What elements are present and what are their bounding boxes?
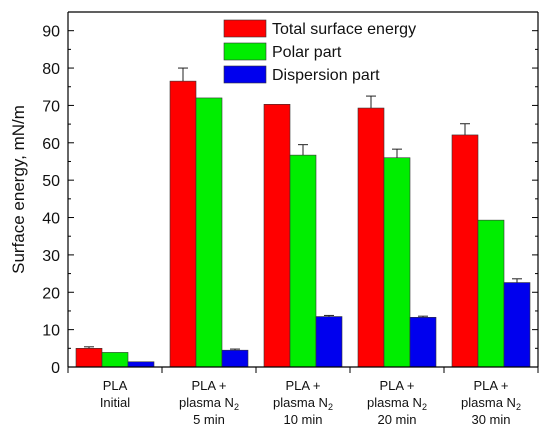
category-label: plasma N2	[179, 395, 239, 412]
bar	[289, 154, 317, 368]
bar	[315, 316, 343, 368]
legend: Total surface energy Polar part Dispersion…	[223, 19, 416, 84]
y-tick-label: 60	[42, 136, 60, 153]
category-label: PLA +	[191, 378, 226, 393]
bars-layer	[75, 67, 531, 368]
labels-layer: 0 10 20 30 40 50 60 70 80 90 Surface energy, mN/m P…	[9, 24, 521, 427]
y-tick-label: 50	[42, 173, 60, 190]
category-label: PLA +	[473, 378, 508, 393]
category-label: plasma N2	[367, 395, 427, 412]
bar	[451, 134, 479, 368]
category-label: PLA +	[285, 378, 320, 393]
bar	[357, 107, 385, 368]
bar	[409, 316, 437, 368]
legend-label: Dispersion part	[272, 67, 380, 84]
bar	[101, 352, 129, 368]
y-axis-title: Surface energy, mN/m	[9, 105, 28, 274]
y-tick-label: 20	[42, 285, 60, 302]
category-subscript: 2	[234, 402, 239, 412]
legend-label: Total surface energy	[272, 21, 416, 38]
category-label: plasma N2	[273, 395, 333, 412]
bar	[169, 80, 197, 368]
category-label: plasma N2	[461, 395, 521, 412]
legend-label: Polar part	[272, 44, 342, 61]
category-label: PLA +	[379, 378, 414, 393]
bar	[503, 282, 531, 368]
bar	[477, 219, 505, 368]
y-tick-label: 10	[42, 323, 60, 340]
y-tick-label: 0	[51, 360, 60, 377]
bar	[221, 349, 249, 368]
category-subscript: 2	[328, 402, 333, 412]
category-label: 30 min	[471, 412, 510, 427]
bar	[75, 348, 103, 368]
bar	[383, 157, 411, 368]
y-tick-label: 40	[42, 211, 60, 228]
legend-swatch	[223, 42, 267, 61]
category-label: PLA	[103, 378, 128, 393]
bar	[127, 361, 155, 368]
category-label: 10 min	[283, 412, 322, 427]
category-subscript: 2	[422, 402, 427, 412]
legend-swatch	[223, 65, 267, 84]
bar	[263, 104, 291, 368]
bar	[195, 97, 223, 368]
y-tick-label: 70	[42, 98, 60, 115]
category-label: 20 min	[377, 412, 416, 427]
category-label: Initial	[100, 395, 130, 410]
category-label: 5 min	[193, 412, 225, 427]
y-tick-label: 80	[42, 61, 60, 78]
y-tick-label: 90	[42, 24, 60, 41]
category-subscript: 2	[516, 402, 521, 412]
axes-layer	[67, 11, 539, 373]
y-tick-label: 30	[42, 248, 60, 265]
legend-swatch	[223, 19, 267, 38]
